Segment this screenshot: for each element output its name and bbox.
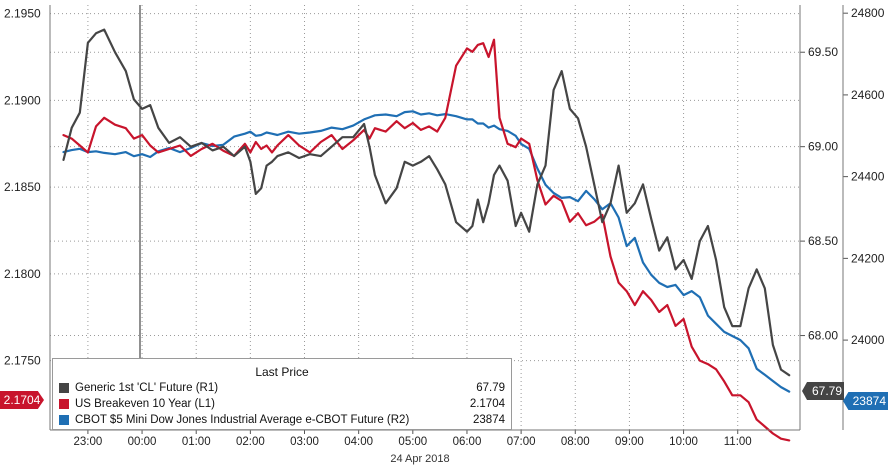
left-tick-label: 2.1750 — [4, 354, 41, 368]
series-line-cl — [62, 28, 791, 377]
tick-labels: 23:00 00:00 01:00 02:00 03:00 04:00 05:00 06:00… — [4, 6, 885, 448]
x-tick-label: 09:00 — [615, 436, 644, 448]
right1-tick-label: 69.00 — [808, 140, 838, 154]
last-price-left-value: 2.1704 — [3, 393, 41, 407]
left-tick-label: 2.1850 — [4, 180, 41, 194]
axes — [49, 5, 848, 434]
legend-row-dow: CBOT $5 Mini Dow Jones Industrial Averag… — [59, 412, 505, 428]
legend-row-cl: Generic 1st 'CL' Future (R1) 67.79 — [59, 380, 505, 396]
last-price-tag-left: 2.1704 — [0, 391, 44, 409]
legend-value-cl: 67.79 — [476, 382, 505, 394]
x-tick-label: 23:00 — [74, 436, 103, 448]
series-layer — [62, 28, 791, 442]
right2-tick-label: 24800 — [851, 6, 885, 20]
legend-name-breakeven: US Breakeven 10 Year (L1) — [75, 398, 216, 410]
right2-tick-label: 24400 — [851, 170, 885, 184]
x-tick-label: 01:00 — [182, 436, 211, 448]
last-price-dow-value: 23874 — [852, 394, 886, 408]
x-tick-label: 11:00 — [724, 436, 752, 448]
x-tick-label: 06:00 — [453, 436, 482, 448]
legend-title: Last Price — [255, 365, 309, 379]
legend-value-dow: 23874 — [473, 414, 505, 426]
x-tick-label: 00:00 — [128, 436, 157, 448]
x-tick-label: 10:00 — [669, 436, 698, 448]
legend-swatch-cl — [59, 383, 69, 393]
x-tick-label: 03:00 — [290, 436, 319, 448]
x-tick-label: 07:00 — [507, 436, 536, 448]
series-line-breakeven — [62, 38, 791, 442]
right1-tick-label: 68.50 — [808, 234, 838, 248]
last-price-tag-cl: 67.79 — [802, 382, 844, 400]
right2-tick-label: 24200 — [851, 251, 885, 265]
legend: Last Price Generic 1st 'CL' Future (R1) … — [52, 358, 512, 430]
x-tick-label: 02:00 — [236, 436, 265, 448]
last-price-tag-dow: 23874 — [843, 392, 888, 410]
right1-tick-label: 69.50 — [808, 45, 838, 59]
series-line-dow — [62, 110, 791, 393]
x-tick-label: 04:00 — [344, 436, 373, 448]
left-tick-label: 2.1800 — [4, 267, 41, 281]
legend-row-breakeven: US Breakeven 10 Year (L1) 2.1704 — [59, 396, 505, 412]
legend-name-cl: Generic 1st 'CL' Future (R1) — [75, 382, 219, 394]
date-label: 24 Apr 2018 — [390, 453, 449, 465]
right2-tick-label: 24600 — [851, 88, 885, 102]
right2-tick-label: 24000 — [851, 333, 885, 347]
right1-tick-label: 68.00 — [808, 329, 838, 343]
left-tick-label: 2.1900 — [4, 93, 41, 107]
x-tick-label: 05:00 — [398, 436, 427, 448]
legend-swatch-breakeven — [59, 399, 69, 409]
last-price-cl-value: 67.79 — [811, 384, 842, 398]
legend-name-dow: CBOT $5 Mini Dow Jones Industrial Averag… — [75, 414, 410, 426]
legend-value-breakeven: 2.1704 — [469, 398, 505, 410]
x-tick-label: 08:00 — [561, 436, 590, 448]
left-tick-label: 2.1950 — [4, 7, 41, 21]
legend-swatch-dow — [59, 415, 69, 425]
